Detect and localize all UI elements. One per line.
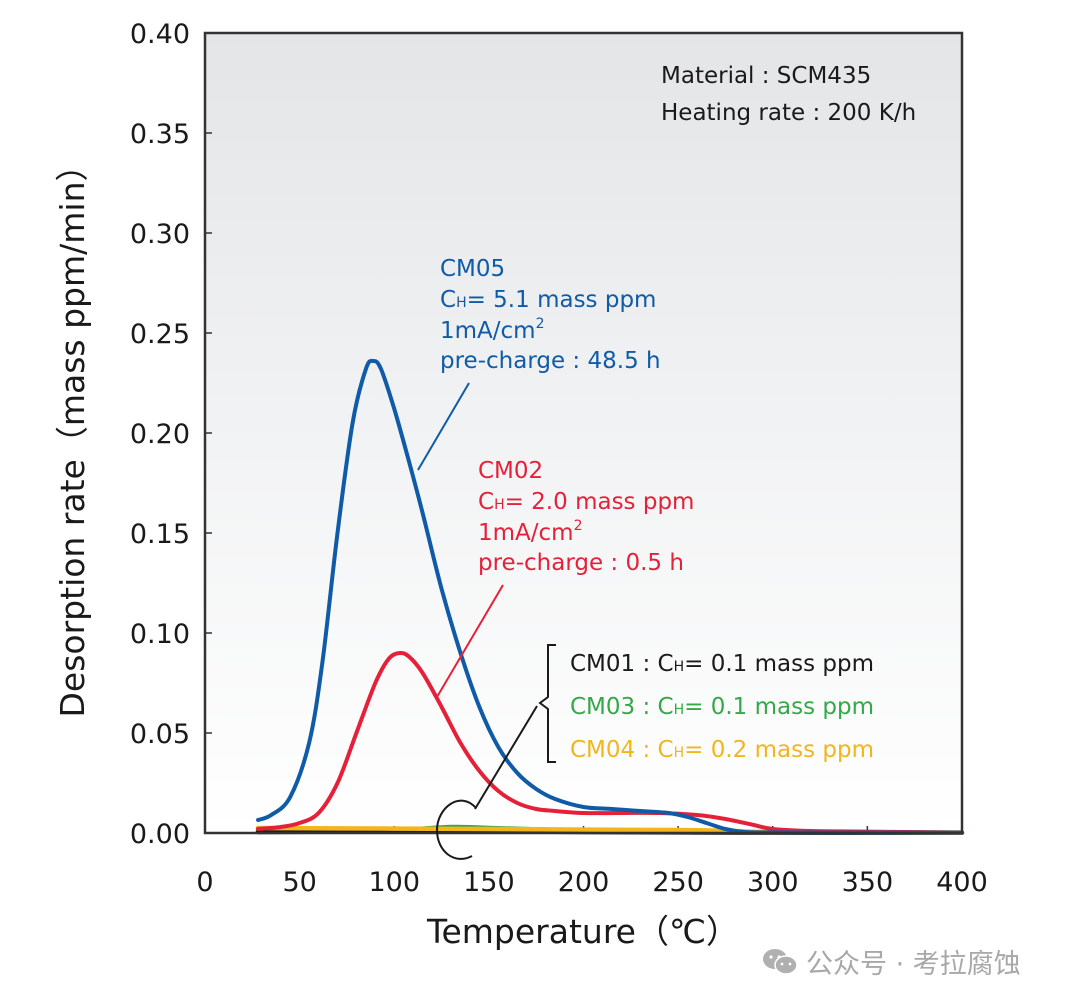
series-line-cm02 xyxy=(256,650,964,835)
x-tick-label: 200 xyxy=(558,867,610,898)
annotation-cm05: CM05 CH= 5.1 mass ppm 1mA/cm2 pre-charge… xyxy=(440,256,661,374)
y-tick-label: 0.05 xyxy=(130,719,190,750)
y-tick-label: 0.00 xyxy=(130,819,190,850)
cm02-concentration: CH= 2.0 mass ppm xyxy=(478,489,694,515)
cm05-leader-line xyxy=(417,382,470,471)
cm02-precharge: pre-charge : 0.5 h xyxy=(478,550,684,576)
x-tick-label: 300 xyxy=(747,867,799,898)
group-leader-line xyxy=(474,705,538,810)
cm05-precharge: pre-charge : 48.5 h xyxy=(440,348,661,374)
y-tick-label: 0.40 xyxy=(130,19,190,50)
y-tick-label: 0.25 xyxy=(130,319,190,350)
info-heating-rate: Heating rate : 200 K/h xyxy=(661,100,916,126)
x-tick-label: 350 xyxy=(842,867,894,898)
group-label-cm03: CM03 : CH= 0.1 mass ppm xyxy=(570,694,874,720)
group-bracket xyxy=(538,644,556,763)
y-tick-label: 0.35 xyxy=(130,119,190,150)
group-label-cm01: CM01 : CH= 0.1 mass ppm xyxy=(570,651,874,677)
y-axis-title: Desorption rate（mass ppm/min） xyxy=(53,149,92,718)
cm02-title: CM02 xyxy=(478,458,543,484)
y-tick-label: 0.15 xyxy=(130,519,190,550)
x-tick-label: 0 xyxy=(196,867,213,898)
series-line-cm05 xyxy=(256,358,964,835)
x-tick-label: 150 xyxy=(463,867,515,898)
watermark-text: 公众号 · 考拉腐蚀 xyxy=(806,949,1021,980)
annotation-cm02: CM02 CH= 2.0 mass ppm 1mA/cm2 pre-charge… xyxy=(478,458,694,576)
x-axis-title: Temperature（℃） xyxy=(426,912,739,951)
cm05-concentration: CH= 5.1 mass ppm xyxy=(440,287,656,313)
info-material: Material : SCM435 xyxy=(661,63,871,89)
y-tick-label: 0.30 xyxy=(130,219,190,250)
group-label-cm04: CM04 : CH= 0.2 mass ppm xyxy=(570,737,874,763)
cm02-current: 1mA/cm2 xyxy=(478,518,583,546)
cm05-title: CM05 xyxy=(440,256,505,282)
x-tick-label: 250 xyxy=(652,867,704,898)
x-tick-label: 50 xyxy=(282,867,316,898)
plot-background xyxy=(205,33,962,833)
tick-labels: 0 50 100 150 200 250 300 350 400 0.00 0.05 0.10 0.15… xyxy=(130,19,988,898)
cm02-leader-line xyxy=(436,584,504,698)
x-tick-label: 100 xyxy=(368,867,420,898)
group-labels: CM01 : CH= 0.1 mass ppm CM03 : CH= 0.1 ma… xyxy=(570,651,874,763)
y-tick-label: 0.20 xyxy=(130,419,190,450)
watermark: 公众号 · 考拉腐蚀 xyxy=(762,942,1021,981)
x-tick-label: 400 xyxy=(936,867,988,898)
group-ellipse-marker xyxy=(435,799,477,860)
wechat-icon xyxy=(762,947,798,977)
y-tick-label: 0.10 xyxy=(130,619,190,650)
cm05-current: 1mA/cm2 xyxy=(440,316,545,344)
plot-frame xyxy=(203,31,964,835)
